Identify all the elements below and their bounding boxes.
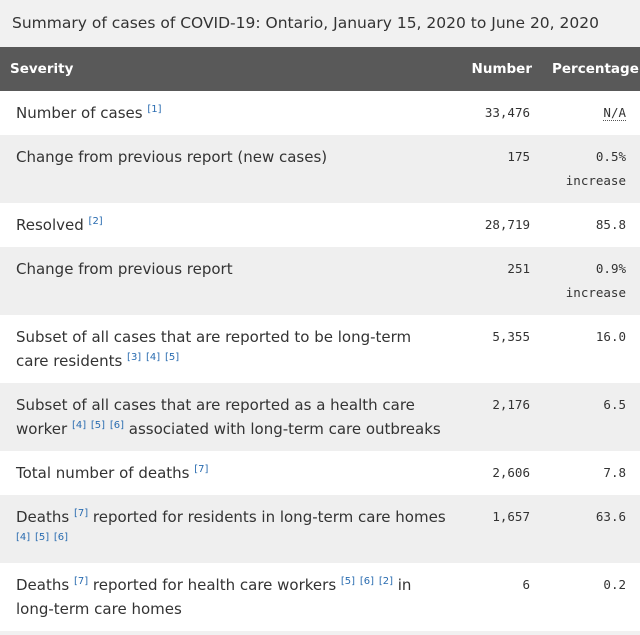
percentage-value: 0.2: [603, 577, 626, 592]
percentage-cell: 85.8: [542, 203, 640, 247]
number-cell: 251: [456, 247, 542, 315]
percentage-cell: 16.0: [542, 315, 640, 383]
reference-link[interactable]: [2]: [378, 576, 393, 587]
header-severity: Severity: [0, 47, 456, 91]
severity-text: Deaths: [16, 576, 74, 594]
severity-cell: Subset of all cases that are reported as…: [0, 383, 456, 451]
percentage-value: 6.5: [603, 397, 626, 412]
table-row: Number of cases [1] 33,476 N/A: [0, 91, 640, 135]
reference-link[interactable]: [7]: [194, 464, 209, 475]
percentage-cell: 6.5: [542, 383, 640, 451]
number-cell: 1,657: [456, 495, 542, 563]
severity-cell: Change from previous report: [0, 247, 456, 315]
table-row: Change from previous report (new cases) 1…: [0, 135, 640, 203]
severity-cell: Subset of all cases that are reported to…: [0, 315, 456, 383]
severity-text: Deaths: [16, 508, 74, 526]
percentage-cell: 63.6: [542, 495, 640, 563]
percentage-cell: N/A: [542, 91, 640, 135]
severity-text: reported for residents in long-term care…: [92, 508, 446, 526]
severity-cell: Change from previous report (new cases): [0, 135, 456, 203]
percentage-cell: 0.9% increase: [542, 247, 640, 315]
reference-link[interactable]: [1]: [147, 104, 162, 115]
severity-text: Resolved: [16, 216, 89, 234]
table-caption: Summary of cases of COVID-19: Ontario, J…: [0, 0, 640, 47]
table-row: Subset of all cases that are reported as…: [0, 383, 640, 451]
percentage-value: 0.5%: [595, 149, 626, 164]
percentage-note: increase: [565, 285, 626, 300]
table-row: Deaths [7] reported for health care work…: [0, 563, 640, 631]
reference-link[interactable]: [6]: [359, 576, 375, 587]
reference-link[interactable]: [6]: [109, 420, 125, 431]
reference-link[interactable]: [4]: [146, 352, 161, 363]
reference-link[interactable]: [4]: [71, 420, 87, 431]
number-cell: 6: [456, 563, 542, 631]
severity-text: associated with long-term care outbreaks: [128, 420, 441, 438]
reference-link[interactable]: [7]: [73, 576, 89, 587]
reference-link[interactable]: [5]: [340, 576, 356, 587]
severity-text: Subset of all cases that are reported to…: [16, 328, 412, 370]
percentage-value: N/A: [603, 105, 626, 121]
number-cell: 5,355: [456, 315, 542, 383]
reference-link[interactable]: [3]: [127, 352, 142, 363]
severity-text: Subset of all cases that are reported as…: [16, 396, 415, 438]
severity-cell: Deaths [7] reported for residents in lon…: [0, 495, 456, 563]
percentage-value: 63.6: [595, 509, 626, 524]
percentage-note: increase: [565, 173, 626, 188]
table-body: Number of cases [1] 33,476 N/A Change from…: [0, 91, 640, 631]
table-row: Total number of deaths [7] 2,606 7.8: [0, 451, 640, 495]
reference-link[interactable]: [2]: [88, 216, 103, 227]
severity-text: Total number of deaths: [16, 464, 195, 482]
severity-text: Number of cases: [16, 104, 148, 122]
number-cell: 2,606: [456, 451, 542, 495]
table-header-row: Severity Number Percentage: [0, 47, 640, 91]
severity-text: in long-term care homes: [16, 576, 412, 618]
reference-link[interactable]: [4]: [16, 532, 31, 543]
severity-text: Change from previous report: [16, 260, 233, 278]
table-row: Deaths [7] reported for residents in lon…: [0, 495, 640, 563]
percentage-cell: 0.5% increase: [542, 135, 640, 203]
reference-link[interactable]: [5]: [34, 532, 50, 543]
header-percentage: Percentage: [542, 47, 640, 91]
percentage-cell: 7.8: [542, 451, 640, 495]
reference-link[interactable]: [5]: [164, 352, 180, 363]
reference-link[interactable]: [6]: [53, 532, 69, 543]
percentage-value: 0.9%: [595, 261, 626, 276]
number-cell: 2,176: [456, 383, 542, 451]
table-row: Change from previous report 251 0.9% increa…: [0, 247, 640, 315]
percentage-value: 85.8: [595, 217, 626, 232]
reference-link[interactable]: [5]: [90, 420, 106, 431]
severity-cell: Total number of deaths [7]: [0, 451, 456, 495]
reference-link[interactable]: [7]: [73, 508, 89, 519]
header-number: Number: [456, 47, 542, 91]
number-cell: 28,719: [456, 203, 542, 247]
number-cell: 175: [456, 135, 542, 203]
table-row: Subset of all cases that are reported to…: [0, 315, 640, 383]
severity-cell: Resolved [2]: [0, 203, 456, 247]
severity-text: reported for health care workers: [92, 576, 341, 594]
percentage-value: 16.0: [595, 329, 626, 344]
percentage-cell: 0.2: [542, 563, 640, 631]
severity-cell: Number of cases [1]: [0, 91, 456, 135]
number-cell: 33,476: [456, 91, 542, 135]
severity-cell: Deaths [7] reported for health care work…: [0, 563, 456, 631]
table-row: Resolved [2] 28,719 85.8: [0, 203, 640, 247]
percentage-value: 7.8: [603, 465, 626, 480]
covid-summary-table: Severity Number Percentage Number of cas…: [0, 47, 640, 631]
severity-text: Change from previous report (new cases): [16, 148, 328, 166]
